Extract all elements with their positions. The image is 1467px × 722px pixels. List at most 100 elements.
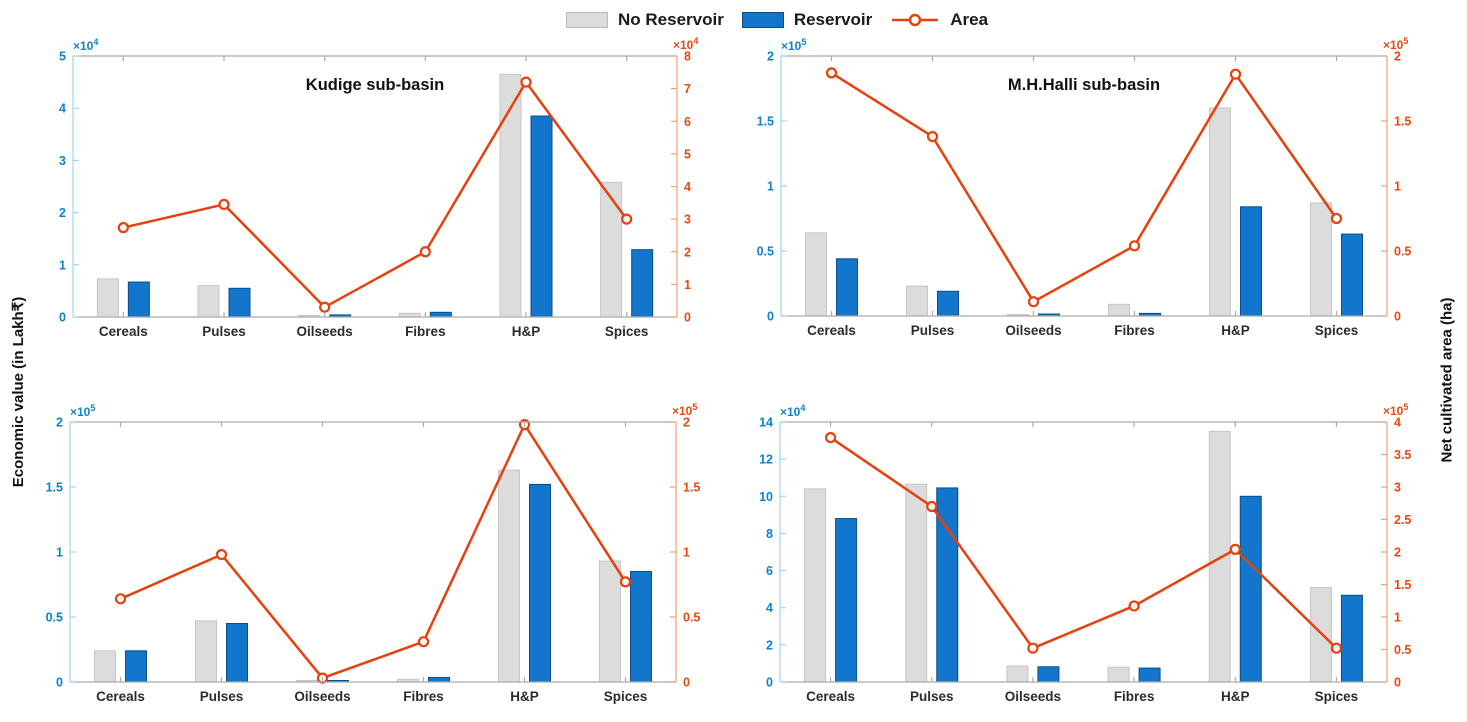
bar-reservoir [1341,233,1363,317]
legend-swatch-reservoir [741,12,784,28]
legend-label-area: Area [950,10,989,29]
area-marker [926,500,938,513]
legend-line-area-icon [892,13,939,27]
bar-reservoir [835,518,858,683]
right-tick-label: 2 [1394,546,1401,560]
bar-no-reservoir [1209,107,1231,317]
right-tick-label: 3 [1394,481,1401,495]
right-tick-label: 2 [1394,50,1401,64]
bar-no-reservoir [1310,202,1332,317]
area-marker [1229,68,1242,80]
bar-no-reservoir [197,285,220,318]
area-line [119,423,627,680]
area-marker [520,76,532,88]
y-axis-label-right: Net cultivated area (ha) [1438,297,1456,463]
x-category-label: Spices [1315,323,1359,338]
bar-no-reservoir [195,620,217,683]
right-tick-label: 0.5 [1394,643,1411,657]
left-tick-label: 8 [766,527,773,541]
area-marker [114,593,127,605]
area-marker [117,222,129,234]
bar-reservoir [631,249,654,318]
area-line [829,436,1338,650]
right-tick-label: 7 [684,82,691,96]
left-tick-label: 1 [767,180,774,194]
left-tick-label: 1 [59,258,66,272]
x-category-label: H&P [512,324,541,339]
left-tick-label: 0.5 [757,245,774,259]
left-tick-label: 2 [59,206,66,220]
bar-reservoir [228,287,251,318]
right-tick-label: 1 [683,546,690,560]
right-axis-exponent: ×105 [1383,36,1408,52]
right-tick-label: 0 [1394,310,1401,324]
bar-reservoir [1340,594,1363,683]
bar-reservoir [125,650,147,683]
x-category-label: Fibres [403,689,444,704]
area-marker [1027,642,1039,654]
area-marker [619,576,632,588]
left-tick-label: 4 [766,601,773,615]
area-marker [926,131,939,143]
area-marker [1027,296,1040,308]
x-category-label: Cereals [807,323,856,338]
bar-no-reservoir [1309,587,1332,683]
left-tick-label: 1.5 [757,115,774,129]
x-category-label: H&P [510,689,539,704]
chart-panel-1: 0 0.5 1 1.5 2 0 0.5 1 1.5 2 Cereals Pulses Oilseeds F… [757,36,1412,338]
bar-reservoir [226,623,248,683]
x-category-label: H&P [1221,689,1250,704]
left-tick-label: 4 [59,102,66,116]
bar-no-reservoir [96,278,119,318]
right-tick-label: 0 [684,311,691,325]
area-marker [825,67,838,79]
right-tick-label: 3.5 [1394,448,1411,462]
area-marker [1128,600,1140,612]
bar-reservoir [529,483,551,683]
right-tick-label: 2 [683,416,690,430]
chart-title: M.H.Halli sub-basin [1008,76,1160,94]
bar-no-reservoir [94,650,116,683]
x-category-label: Fibres [1114,323,1155,338]
bar-reservoir [1240,206,1262,317]
left-tick-label: 0 [766,676,773,690]
area-marker [824,432,837,444]
area-marker [1229,543,1241,556]
bar-reservoir [428,676,450,683]
right-tick-label: 0 [683,676,690,690]
y-axis-label-left: Economic value (in Lakh₹) [10,296,27,488]
right-tick-label: 8 [684,50,691,64]
right-tick-label: 2 [684,245,691,259]
x-category-label: Pulses [202,324,246,339]
right-axis-exponent: ×105 [1383,402,1408,418]
left-tick-label: 0 [56,676,63,690]
bar-reservoir [1037,666,1060,683]
x-category-label: H&P [1221,323,1250,338]
left-axis-exponent: ×104 [73,37,98,53]
x-category-label: Fibres [1114,689,1155,704]
bar-reservoir [630,571,652,683]
area-marker [1330,642,1343,654]
area-marker [218,198,230,211]
bar-no-reservoir [599,560,621,683]
x-category-label: Spices [605,324,649,339]
x-category-label: Pulses [911,323,955,338]
area-line [123,80,628,309]
x-category-label: Oilseeds [1005,689,1061,704]
right-tick-label: 1 [684,278,691,292]
right-tick-label: 0.5 [1394,245,1411,259]
right-axis-exponent: ×105 [672,402,697,418]
left-tick-label: 1 [56,546,63,560]
right-tick-label: 1.5 [683,481,700,495]
left-tick-label: 2 [56,416,63,430]
x-category-label: Cereals [96,689,145,704]
left-tick-label: 1.5 [46,481,63,495]
chart-panel-0: 0 1 2 3 4 5 0 1 2 3 4 5 6 7 8 Cereals Pulses Oilseeds Fibr… [59,36,698,339]
bar-reservoir [836,258,858,317]
bar-no-reservoir [1006,665,1029,683]
right-tick-label: 3 [684,213,691,227]
legend: No Reservoir Reservoir Area [566,10,996,30]
right-tick-label: 4 [684,180,691,194]
